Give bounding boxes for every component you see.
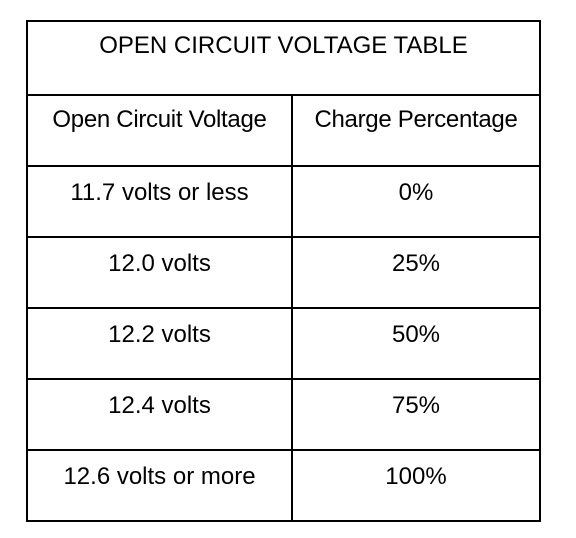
table-row: 12.6 volts or more 100% — [28, 451, 539, 520]
header-charge-percentage: Charge Percentage — [314, 106, 518, 133]
voltage-cell: 12.0 volts — [28, 238, 293, 307]
charge-cell: 0% — [398, 179, 434, 206]
charge-cell: 50% — [391, 321, 441, 348]
open-circuit-voltage-table: OPEN CIRCUIT VOLTAGE TABLE Open Circuit … — [26, 20, 541, 522]
table-header-row: Open Circuit Voltage Charge Percentage — [28, 96, 539, 167]
header-open-circuit-voltage: Open Circuit Voltage — [28, 96, 293, 165]
table-row: 12.4 volts 75% — [28, 380, 539, 451]
voltage-cell: 12.6 volts or more — [28, 451, 293, 520]
voltage-cell: 12.4 volts — [28, 380, 293, 449]
table-title-row: OPEN CIRCUIT VOLTAGE TABLE — [28, 22, 539, 96]
voltage-cell: 11.7 volts or less — [28, 167, 293, 236]
charge-cell: 75% — [391, 392, 441, 419]
charge-cell: 100% — [385, 463, 447, 490]
voltage-cell: 12.2 volts — [28, 309, 293, 378]
table-row: 12.2 volts 50% — [28, 309, 539, 380]
table-title: OPEN CIRCUIT VOLTAGE TABLE — [99, 32, 468, 59]
charge-cell: 25% — [391, 250, 441, 277]
table-row: 12.0 volts 25% — [28, 238, 539, 309]
table-row: 11.7 volts or less 0% — [28, 167, 539, 238]
